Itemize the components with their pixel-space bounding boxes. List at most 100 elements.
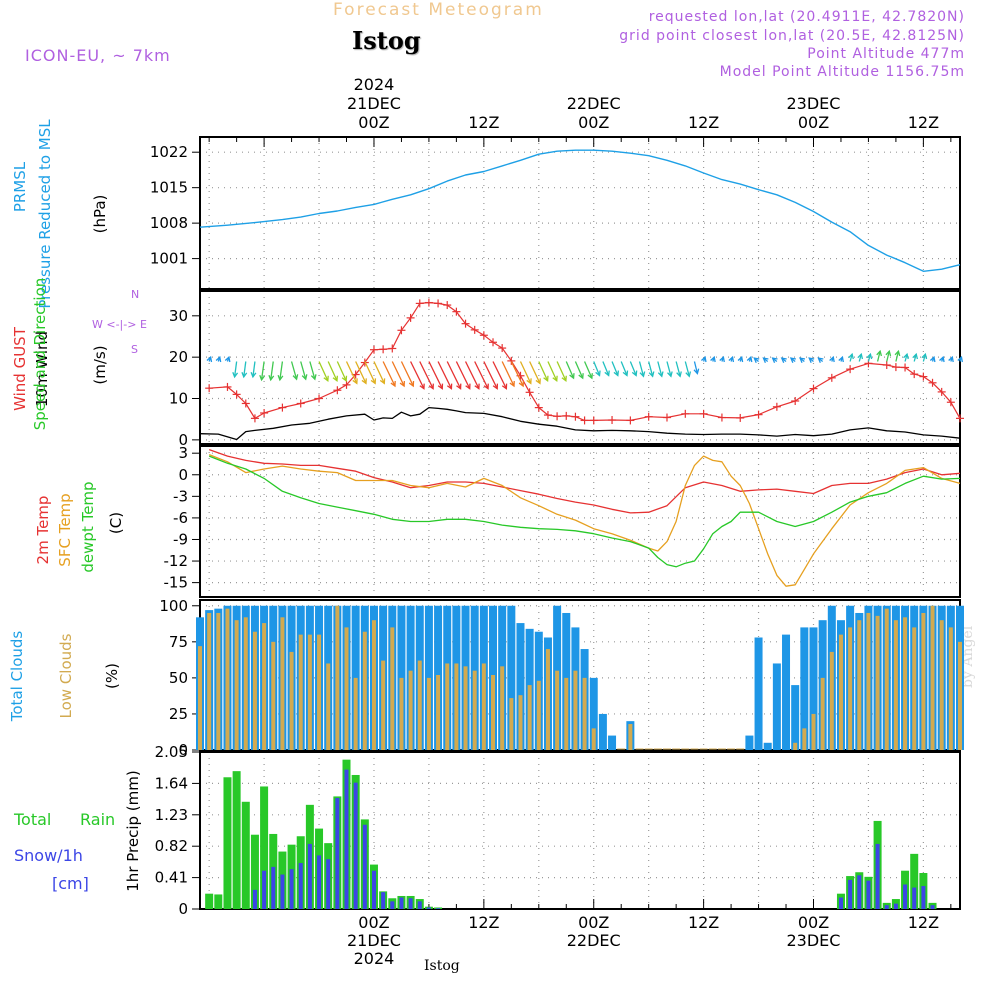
time-label-top: 00Z xyxy=(578,113,609,132)
time-label-bottom: 12Z xyxy=(688,913,719,932)
wind-arrow-head xyxy=(799,357,806,363)
cloud-low-bar xyxy=(481,663,486,750)
y-tick-label: -12 xyxy=(164,552,189,570)
wind-arrow-head xyxy=(737,355,744,363)
time-label-top: 21DEC xyxy=(347,94,401,113)
cloud-total-bar xyxy=(507,605,516,750)
precip-snow-bar xyxy=(884,905,889,909)
wind-arrow xyxy=(252,361,256,377)
y-tick-label: 0 xyxy=(178,466,188,484)
wind-arrow-head xyxy=(332,375,338,382)
wind-arrow-head xyxy=(894,349,901,357)
cloud-low-bar xyxy=(893,620,898,750)
precip-rain-bar xyxy=(214,894,223,909)
wind-arrow-head xyxy=(789,357,796,363)
wind-arrow xyxy=(501,361,515,387)
temp-dewpt-line xyxy=(208,455,961,568)
y-tick-label: 1022 xyxy=(150,143,188,161)
time-label-top: 2024 xyxy=(354,75,395,94)
wind-arrow-head xyxy=(710,355,716,363)
precip-snow-bar xyxy=(426,907,431,909)
wind-arrow-head xyxy=(379,378,386,385)
wind-arrow xyxy=(243,361,247,377)
cloud-total-bar xyxy=(608,735,617,750)
precip-snow-bar xyxy=(848,879,853,909)
time-label-bottom: 23DEC xyxy=(787,931,841,950)
model-label: ICON-EU, ~ 7km xyxy=(25,46,171,65)
wind-arrow-head xyxy=(492,383,499,390)
wind-arrow-head xyxy=(292,374,299,381)
y-tick-label: -6 xyxy=(173,509,188,527)
wind-arrow-head xyxy=(622,370,629,377)
cloud-low-bar xyxy=(793,742,798,750)
cloud-low-bar xyxy=(317,634,322,750)
cloud-low-bar xyxy=(500,666,505,750)
y-tick-label: -15 xyxy=(164,574,189,592)
y-tick-label: 0 xyxy=(178,741,188,759)
precip-snow-bar xyxy=(921,886,926,909)
precip-rain-bar xyxy=(260,786,269,909)
time-label-bottom: 22DEC xyxy=(567,931,621,950)
cloud-low-bar xyxy=(509,698,514,750)
wind-arrow-head xyxy=(501,383,508,390)
cloud-low-bar xyxy=(939,620,944,750)
cloud-low-bar xyxy=(335,605,340,750)
wind-arrow xyxy=(510,361,524,387)
wind-arrow-head xyxy=(259,374,266,382)
cloud-low-bar xyxy=(921,612,926,750)
wind-arrow xyxy=(400,361,414,387)
wind-arrow xyxy=(565,361,575,379)
cloud-low-bar xyxy=(390,627,395,750)
cloud-low-bar xyxy=(573,670,578,750)
wind-arrow-head xyxy=(268,374,275,382)
cloud-low-bar xyxy=(326,663,331,750)
wind-arrow-head xyxy=(509,380,515,388)
cloud-low-bar xyxy=(381,660,386,750)
cloud-total-bar xyxy=(772,663,781,750)
cloud-low-bar xyxy=(280,617,285,750)
cloud-low-bar xyxy=(216,612,221,750)
wind-arrow-head xyxy=(437,383,444,390)
pressure-line xyxy=(199,149,961,272)
wind-arrow xyxy=(373,361,385,384)
precip-cm-label: [cm] xyxy=(52,874,89,893)
precip-rain-bar xyxy=(910,853,919,909)
time-label-top: 12Z xyxy=(468,113,499,132)
wind-arrow-head xyxy=(224,355,231,363)
cloud-low-bar xyxy=(445,663,450,750)
time-label-top: 23DEC xyxy=(787,94,841,113)
wind-arrow xyxy=(455,361,471,389)
precip-snow-bar xyxy=(326,859,331,909)
y-tick-label: 1.23 xyxy=(155,806,188,824)
time-label-bottom: 2024 xyxy=(354,949,395,968)
wind-arrow-head xyxy=(929,355,936,363)
wind-arrow-head xyxy=(753,357,760,363)
wind-arrow-head xyxy=(817,357,824,363)
precip-snow-bar xyxy=(866,880,871,909)
precip-rain-label: Rain xyxy=(80,810,116,829)
wind-arrow-head xyxy=(829,355,835,363)
y-tick-label: 100 xyxy=(159,597,188,615)
cloud-low-bar xyxy=(527,685,532,750)
wind-arrow xyxy=(483,361,498,389)
time-label-top: 00Z xyxy=(358,113,389,132)
precip-snow-bar xyxy=(408,898,413,909)
wind-arrow xyxy=(675,361,681,377)
wind-arrow xyxy=(464,361,480,389)
wind-arrow-head xyxy=(352,378,358,385)
cloud-low-bar xyxy=(436,675,441,750)
wind-arrow-head xyxy=(604,370,610,377)
wind-arrow-head xyxy=(250,371,257,379)
model-point-altitude: Model Point Altitude 1156.75m xyxy=(719,64,965,80)
y-tick-label: 0 xyxy=(178,431,188,449)
wind-arrow-head xyxy=(857,352,864,360)
time-label-bottom: 12Z xyxy=(908,913,939,932)
time-label-bottom: 00Z xyxy=(358,913,389,932)
wind-arrow xyxy=(270,361,274,380)
cloud-low-bar xyxy=(344,627,349,750)
time-label-top: 00Z xyxy=(798,113,829,132)
cloud-low-bar xyxy=(820,677,825,750)
wind-arrow xyxy=(684,361,690,377)
cloud-low-bar xyxy=(958,641,962,750)
wind-arrow-head xyxy=(948,355,954,363)
